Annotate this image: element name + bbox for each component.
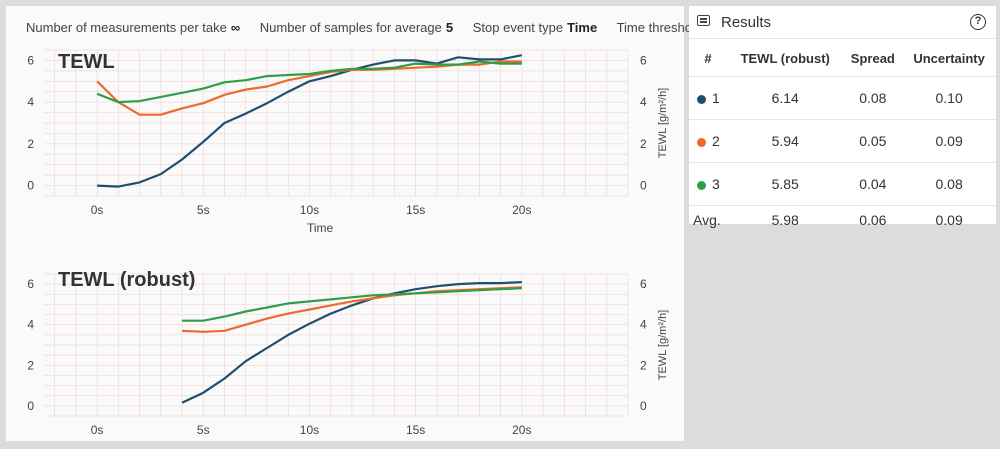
column-header: #: [704, 50, 712, 66]
x-tick-label: 5s: [197, 423, 210, 437]
row-id: 3: [712, 176, 720, 192]
y-tick-label-right: 2: [640, 137, 647, 151]
setting-label: Number of measurements per take: [26, 20, 227, 35]
uncertainty-cell: 0.10: [902, 76, 996, 120]
series-color-dot: [697, 94, 706, 104]
setting-label: Number of samples for average: [259, 20, 442, 35]
x-tick-label: 10s: [300, 203, 319, 217]
row-id: 1: [712, 90, 720, 106]
y-tick-label-right: 2: [640, 358, 647, 372]
series-color-dot: [697, 137, 706, 147]
tewl-cell: 5.94: [727, 119, 844, 163]
y-tick-label-left: 6: [27, 53, 34, 67]
y-axis-label: TEWL [g/m²/h]: [657, 88, 669, 159]
setting-label: Stop event type: [472, 20, 564, 35]
y-tick-label-right: 6: [640, 53, 647, 67]
series-line-3: [182, 287, 522, 322]
setting-value: 5: [445, 20, 454, 35]
chart-title: TEWL: [58, 51, 115, 73]
tewl-cell: 6.14: [727, 76, 844, 120]
results-title: Results: [721, 14, 772, 31]
tewl-cell: 5.85: [727, 162, 844, 206]
table-row: 1 6.14 0.08 0.10: [689, 76, 996, 120]
y-tick-label-right: 0: [640, 399, 647, 413]
x-tick-label: 5s: [197, 203, 210, 217]
column-header: Spread: [850, 50, 895, 66]
chart-title: TEWL (robust): [58, 269, 195, 291]
x-tick-label: 20s: [512, 203, 531, 217]
x-axis-label: Time: [307, 221, 334, 235]
x-tick-label: 10s: [300, 423, 319, 437]
spread-cell: 0.04: [843, 162, 903, 206]
series-line-1: [181, 281, 522, 404]
y-tick-label-right: 6: [640, 277, 647, 291]
column-header: Uncertainty: [913, 50, 985, 66]
row-id: 2: [712, 133, 720, 149]
x-tick-label: 0s: [91, 203, 104, 217]
x-tick-label: 20s: [512, 423, 531, 437]
column-header: TEWL (robust): [740, 50, 830, 66]
avg-spread-cell: 0.06: [843, 205, 903, 234]
y-tick-label-left: 4: [27, 318, 34, 332]
results-table: # TEWL (robust) Spread Uncertainty 1 6.1…: [689, 40, 996, 234]
y-tick-label-right: 4: [640, 95, 647, 109]
x-tick-label: 15s: [406, 203, 425, 217]
results-header: Results ?: [689, 6, 996, 39]
tewl-robust-chart: TEWL (robust) 0 0 2 2 4 4 6 6 0s 5s 10s 15s 20s TEWL […: [27, 269, 669, 437]
spread-cell: 0.05: [843, 119, 903, 163]
y-axis-label: TEWL [g/m²/h]: [657, 310, 669, 381]
avg-uncertainty-cell: 0.09: [902, 205, 996, 234]
series-line-3: [96, 60, 522, 104]
table-row: 3 5.85 0.04 0.08: [689, 162, 996, 206]
results-panel: Results ? # TEWL (robust) Spread Uncerta…: [689, 6, 996, 234]
charts-panel: Number of measurements per take ∞ Number …: [6, 6, 780, 441]
y-tick-label-left: 2: [27, 137, 34, 151]
y-tick-label-left: 2: [27, 358, 34, 372]
tewl-chart: TEWL 0 0 2 2 4 4 6 6 0s 5s 10s 15s 20s Time TEWL [g/m²/…: [27, 49, 669, 235]
y-tick-label-left: 0: [27, 179, 34, 193]
list-icon: [697, 15, 710, 26]
help-icon[interactable]: ?: [970, 14, 986, 30]
y-tick-label-left: 4: [27, 95, 34, 109]
uncertainty-cell: 0.09: [902, 119, 996, 163]
uncertainty-cell: 0.08: [902, 162, 996, 206]
y-tick-label-right: 4: [640, 318, 647, 332]
avg-label: Avg.: [689, 205, 727, 234]
average-row: Avg. 5.98 0.06 0.09: [689, 205, 996, 234]
series-line-1: [97, 54, 523, 188]
x-tick-label: 0s: [91, 423, 104, 437]
y-tick-label-right: 0: [640, 179, 647, 193]
series-color-dot: [697, 180, 706, 190]
spread-cell: 0.08: [843, 76, 903, 120]
setting-value: Time: [567, 20, 598, 35]
x-tick-label: 15s: [406, 423, 425, 437]
table-row: 2 5.94 0.05 0.09: [689, 119, 996, 163]
avg-tewl-cell: 5.98: [727, 205, 844, 234]
measurement-settings: Number of measurements per take ∞ Number …: [26, 20, 796, 35]
y-tick-label-left: 0: [27, 399, 34, 413]
setting-value: ∞: [230, 20, 241, 35]
y-tick-label-left: 6: [27, 277, 34, 291]
